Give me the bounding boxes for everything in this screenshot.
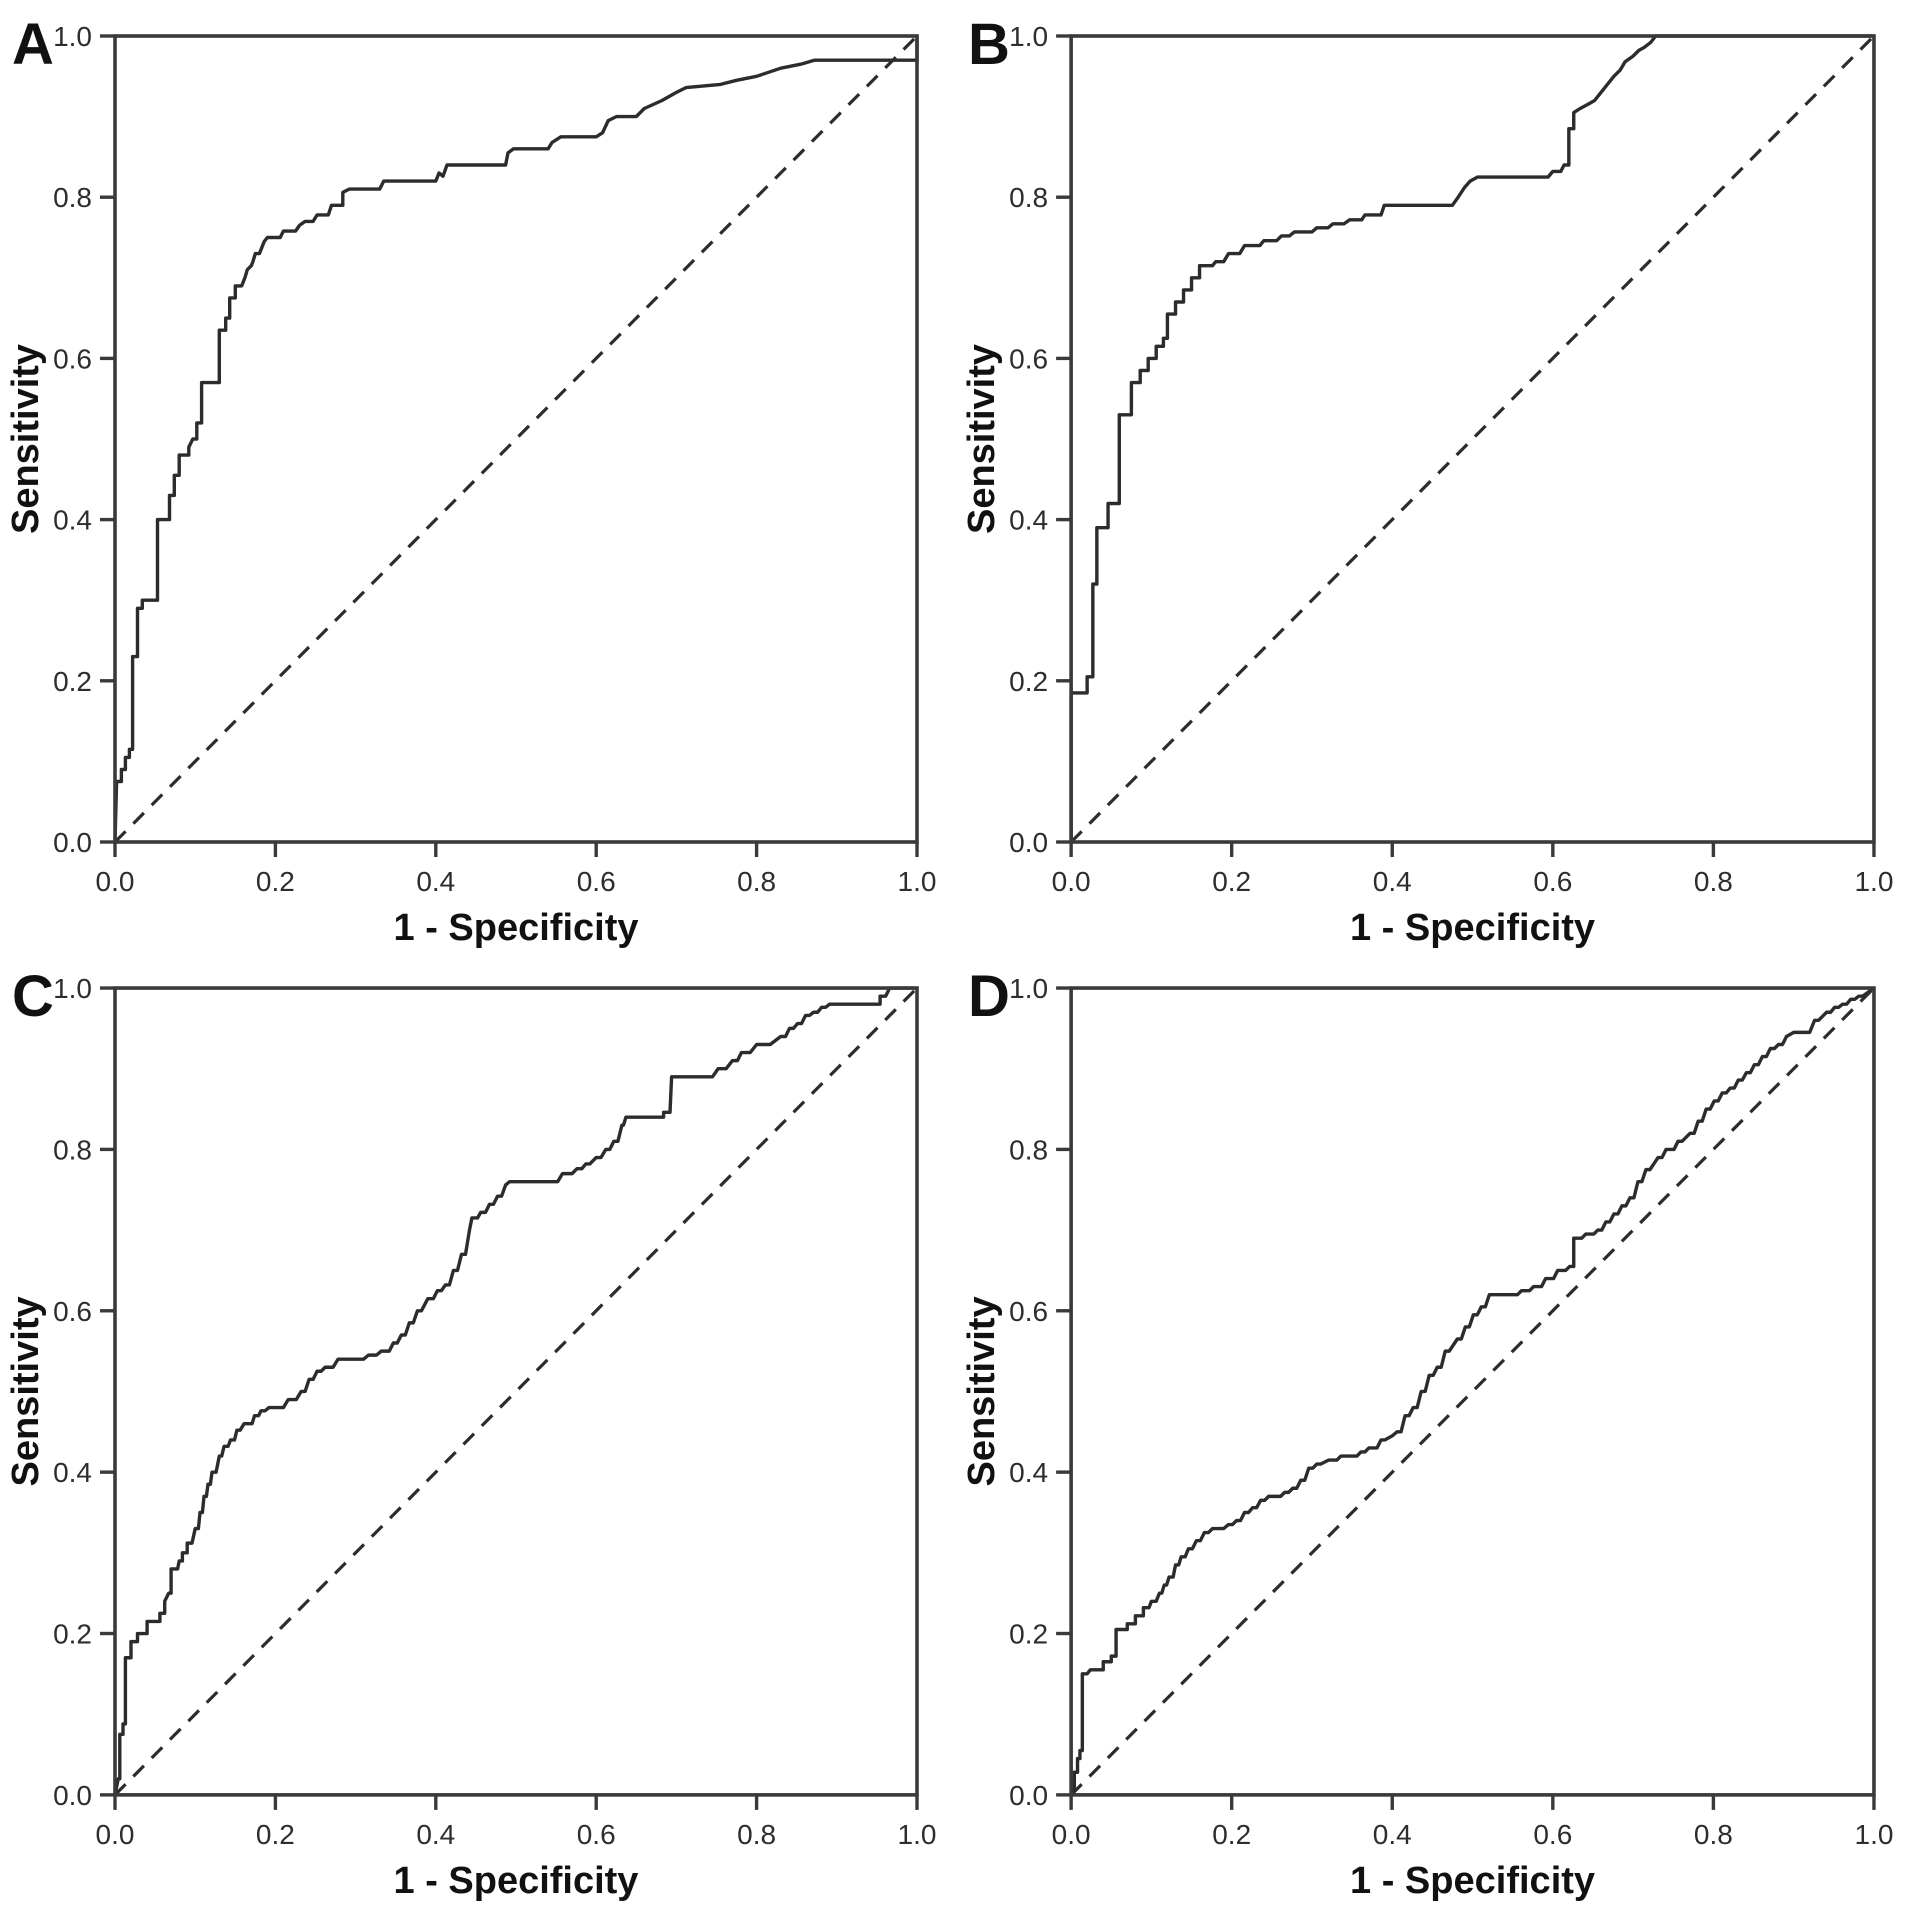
plot-frame bbox=[113, 986, 919, 1797]
y-tick-label: 0.2 bbox=[1009, 666, 1048, 697]
x-tick-label: 1.0 bbox=[1854, 866, 1893, 897]
chance-diagonal-line bbox=[113, 34, 919, 844]
x-tick-label: 0.4 bbox=[1373, 866, 1412, 897]
roc-curve bbox=[113, 986, 919, 1797]
x-tick-label: 0.2 bbox=[256, 1819, 295, 1850]
y-tick-label: 0.4 bbox=[1009, 1457, 1048, 1488]
x-tick-label: 0.6 bbox=[577, 866, 616, 897]
x-tick-label: 0.2 bbox=[1212, 1819, 1251, 1850]
x-tick-label: 0.6 bbox=[577, 1819, 616, 1850]
x-tick-label: 1.0 bbox=[898, 1819, 937, 1850]
plot-frame bbox=[1069, 986, 1876, 1797]
y-tick-label: 0.4 bbox=[53, 1457, 92, 1488]
x-tick-label: 0.0 bbox=[96, 1819, 135, 1850]
y-axis-title: Sensitivity bbox=[961, 344, 1003, 534]
plot-frame bbox=[1069, 34, 1876, 844]
x-axis-title: 1 - Specificity bbox=[394, 907, 639, 949]
x-tick-label: 0.8 bbox=[1694, 866, 1733, 897]
y-tick-label: 0.2 bbox=[53, 666, 92, 697]
x-tick-label: 0.0 bbox=[1052, 866, 1091, 897]
x-tick-label: 0.4 bbox=[1373, 1819, 1412, 1850]
x-tick-label: 0.0 bbox=[1052, 1819, 1091, 1850]
x-tick-label: 0.2 bbox=[1212, 866, 1251, 897]
roc-panel-b: 0.0 0.2 0.4 0.6 0.8 1.0 0.0 0.2 0.4 0.6 0.8 1.0 1 - … bbox=[956, 0, 1913, 952]
x-tick-label: 0.4 bbox=[416, 866, 455, 897]
y-tick-label: 0.0 bbox=[53, 827, 92, 858]
y-tick-label: 0.2 bbox=[53, 1619, 92, 1650]
x-tick-label: 1.0 bbox=[898, 866, 937, 897]
x-tick-label: 0.4 bbox=[416, 1819, 455, 1850]
y-tick-label: 0.4 bbox=[53, 505, 92, 536]
y-tick-label: 1.0 bbox=[1009, 973, 1048, 1004]
y-axis-title: Sensitivity bbox=[961, 1296, 1003, 1486]
x-axis-title: 1 - Specificity bbox=[1350, 907, 1595, 949]
roc-curve bbox=[113, 34, 919, 844]
y-tick-label: 1.0 bbox=[1009, 21, 1048, 52]
y-axis-title: Sensitivity bbox=[5, 344, 47, 534]
x-axis-title: 1 - Specificity bbox=[1350, 1860, 1595, 1902]
y-tick-label: 0.8 bbox=[53, 1134, 92, 1165]
x-tick-label: 0.8 bbox=[737, 1819, 776, 1850]
panel-letter: C bbox=[12, 964, 54, 1029]
roc-curve bbox=[1069, 986, 1876, 1797]
y-tick-label: 0.4 bbox=[1009, 505, 1048, 536]
chance-diagonal-line bbox=[1069, 34, 1876, 844]
x-tick-label: 0.8 bbox=[737, 866, 776, 897]
roc-chart-d: 0.0 0.2 0.4 0.6 0.8 1.0 0.0 0.2 0.4 0.6 0.8 1.0 1 - … bbox=[961, 964, 1893, 1902]
y-tick-label: 1.0 bbox=[53, 973, 92, 1004]
chance-diagonal-line bbox=[1069, 986, 1876, 1797]
roc-chart-a: 0.0 0.2 0.4 0.6 0.8 1.0 0.0 0.2 0.4 0.6 0.8 1.0 1 - … bbox=[5, 12, 937, 949]
roc-curve bbox=[1069, 34, 1876, 844]
panel-letter: B bbox=[968, 12, 1010, 77]
x-tick-label: 0.6 bbox=[1533, 866, 1572, 897]
roc-chart-c: 0.0 0.2 0.4 0.6 0.8 1.0 0.0 0.2 0.4 0.6 0.8 1.0 1 - … bbox=[5, 964, 937, 1902]
roc-panel-d: 0.0 0.2 0.4 0.6 0.8 1.0 0.0 0.2 0.4 0.6 0.8 1.0 1 - … bbox=[956, 952, 1913, 1905]
x-tick-label: 0.8 bbox=[1694, 1819, 1733, 1850]
panel-letter: A bbox=[12, 12, 54, 77]
plot-frame bbox=[113, 34, 919, 844]
y-tick-label: 1.0 bbox=[53, 21, 92, 52]
y-tick-label: 0.8 bbox=[53, 182, 92, 213]
roc-panel-c: 0.0 0.2 0.4 0.6 0.8 1.0 0.0 0.2 0.4 0.6 0.8 1.0 1 - … bbox=[0, 952, 956, 1905]
y-tick-label: 0.6 bbox=[53, 343, 92, 374]
panel-letter: D bbox=[968, 964, 1010, 1029]
roc-chart-b: 0.0 0.2 0.4 0.6 0.8 1.0 0.0 0.2 0.4 0.6 0.8 1.0 1 - … bbox=[961, 12, 1893, 949]
x-axis-title: 1 - Specificity bbox=[394, 1860, 639, 1902]
chance-diagonal-line bbox=[113, 986, 919, 1797]
y-tick-label: 0.6 bbox=[1009, 343, 1048, 374]
roc-panel-a: 0.0 0.2 0.4 0.6 0.8 1.0 0.0 0.2 0.4 0.6 0.8 1.0 1 - … bbox=[0, 0, 956, 952]
y-tick-label: 0.0 bbox=[1009, 1780, 1048, 1811]
y-tick-label: 0.8 bbox=[1009, 182, 1048, 213]
y-tick-label: 0.2 bbox=[1009, 1619, 1048, 1650]
x-tick-label: 0.0 bbox=[96, 866, 135, 897]
x-tick-label: 0.6 bbox=[1533, 1819, 1572, 1850]
y-tick-label: 0.0 bbox=[53, 1780, 92, 1811]
y-tick-label: 0.8 bbox=[1009, 1134, 1048, 1165]
y-axis-title: Sensitivity bbox=[5, 1296, 47, 1486]
x-tick-label: 1.0 bbox=[1854, 1819, 1893, 1850]
y-tick-label: 0.6 bbox=[1009, 1296, 1048, 1327]
y-tick-label: 0.6 bbox=[53, 1296, 92, 1327]
y-tick-label: 0.0 bbox=[1009, 827, 1048, 858]
x-tick-label: 0.2 bbox=[256, 866, 295, 897]
